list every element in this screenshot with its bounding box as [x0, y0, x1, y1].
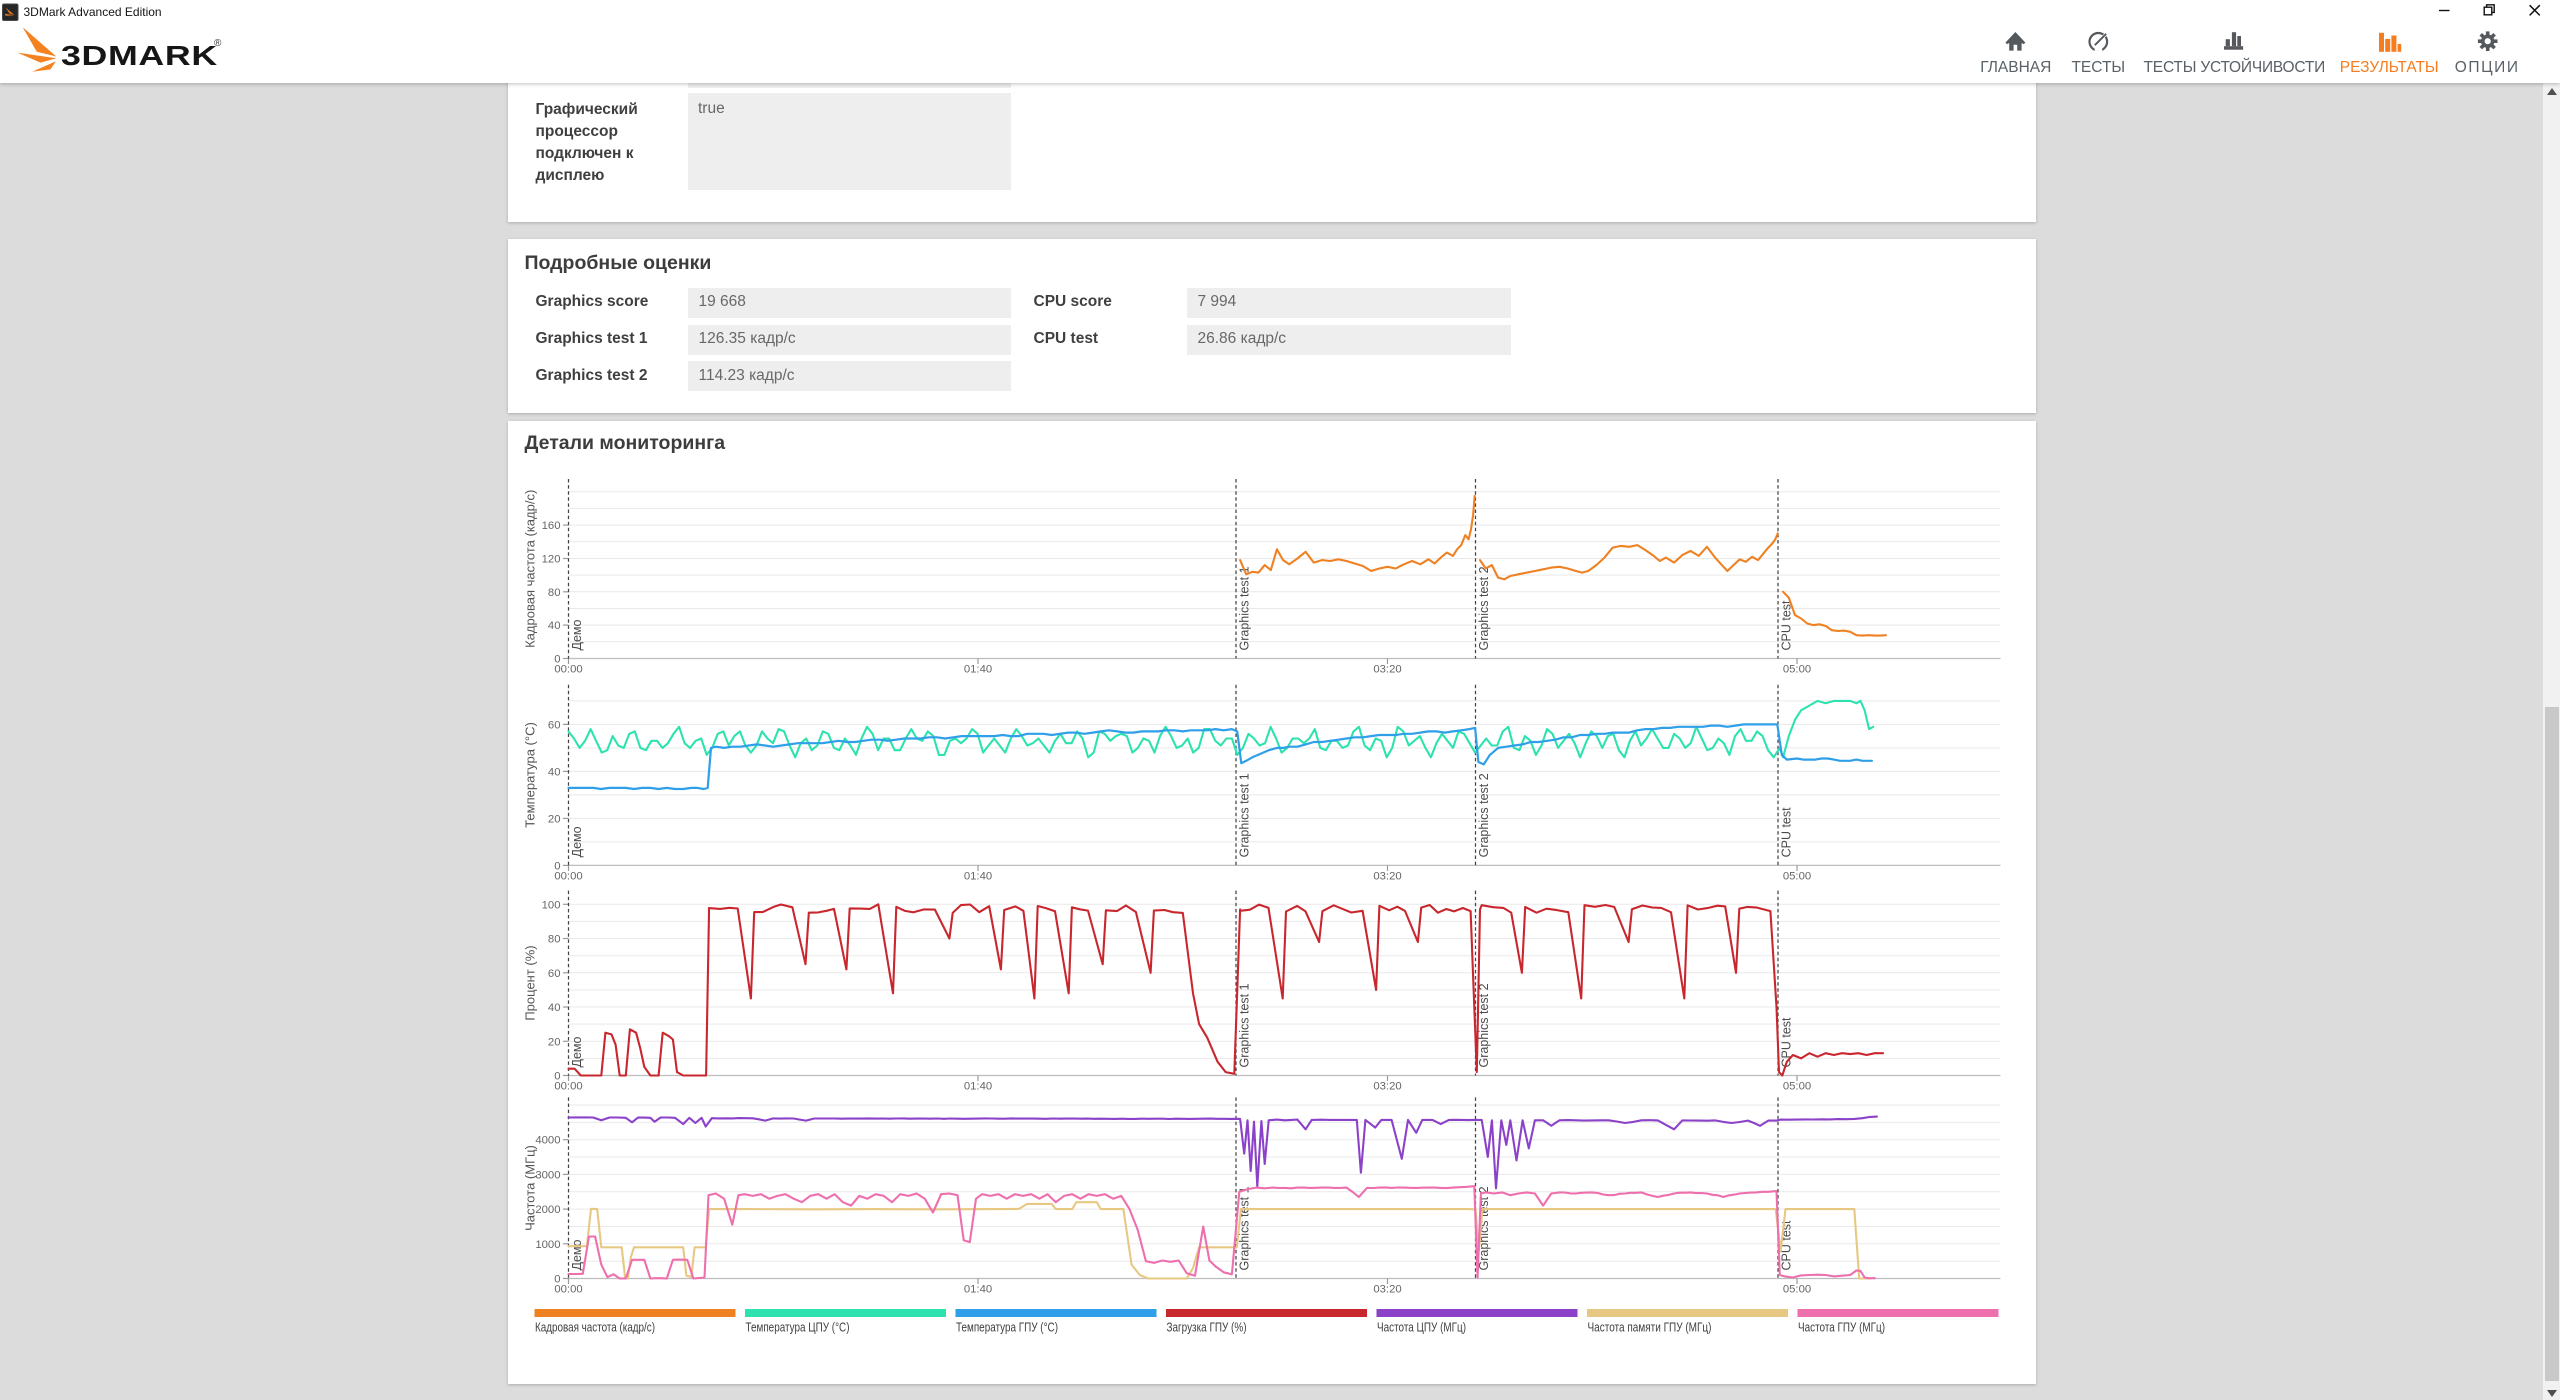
- svg-text:00:00: 00:00: [554, 871, 582, 883]
- svg-text:Кадровая частота (кадр/с): Кадровая частота (кадр/с): [523, 490, 538, 648]
- svg-text:03:20: 03:20: [1373, 871, 1401, 883]
- svg-text:CPU test: CPU test: [1780, 1017, 1794, 1068]
- svg-text:Частота (МГц): Частота (МГц): [523, 1145, 538, 1231]
- svg-text:40: 40: [548, 1002, 561, 1014]
- svg-text:05:00: 05:00: [1783, 664, 1811, 676]
- svg-text:Температура ЦПУ (°C): Температура ЦПУ (°C): [746, 1320, 850, 1335]
- svg-text:Загрузка ГПУ (%): Загрузка ГПУ (%): [1167, 1320, 1247, 1335]
- svg-text:60: 60: [548, 968, 561, 980]
- svg-text:3000: 3000: [535, 1169, 560, 1181]
- svg-text:CPU test: CPU test: [1780, 600, 1794, 651]
- svg-text:120: 120: [542, 554, 561, 566]
- svg-text:Демо: Демо: [570, 1239, 584, 1270]
- svg-text:01:40: 01:40: [964, 1081, 992, 1093]
- svg-text:0: 0: [554, 654, 560, 666]
- svg-text:100: 100: [542, 899, 561, 911]
- svg-text:00:00: 00:00: [554, 664, 582, 676]
- svg-text:05:00: 05:00: [1783, 1081, 1811, 1093]
- svg-text:Кадровая частота (кадр/с): Кадровая частота (кадр/с): [535, 1320, 655, 1335]
- svg-text:160: 160: [542, 520, 561, 532]
- svg-text:20: 20: [548, 813, 561, 825]
- svg-text:Graphics test 1: Graphics test 1: [1238, 983, 1252, 1067]
- svg-text:03:20: 03:20: [1373, 664, 1401, 676]
- svg-text:00:00: 00:00: [554, 1081, 582, 1093]
- svg-text:1000: 1000: [535, 1239, 560, 1251]
- svg-text:Частота ЦПУ (МГц): Частота ЦПУ (МГц): [1377, 1320, 1466, 1335]
- svg-text:Graphics test 1: Graphics test 1: [1238, 773, 1252, 857]
- svg-text:Graphics test 2: Graphics test 2: [1477, 983, 1491, 1067]
- svg-text:40: 40: [548, 620, 561, 632]
- svg-text:Демо: Демо: [570, 1036, 584, 1067]
- svg-text:CPU test: CPU test: [1780, 807, 1794, 858]
- svg-text:03:20: 03:20: [1373, 1081, 1401, 1093]
- svg-text:01:40: 01:40: [964, 664, 992, 676]
- svg-text:03:20: 03:20: [1373, 1284, 1401, 1296]
- svg-text:Частота ГПУ (МГц): Частота ГПУ (МГц): [1798, 1320, 1885, 1335]
- svg-text:05:00: 05:00: [1783, 871, 1811, 883]
- svg-text:0: 0: [554, 1071, 560, 1083]
- svg-text:Частота памяти ГПУ (МГц): Частота памяти ГПУ (МГц): [1588, 1320, 1712, 1335]
- svg-text:0: 0: [554, 1274, 560, 1286]
- svg-text:Температура ГПУ (°C): Температура ГПУ (°C): [956, 1320, 1058, 1335]
- svg-text:Процент (%): Процент (%): [523, 945, 538, 1020]
- svg-text:4000: 4000: [535, 1135, 560, 1147]
- svg-text:20: 20: [548, 1036, 561, 1048]
- svg-text:Graphics test 1: Graphics test 1: [1238, 566, 1252, 650]
- svg-text:Температура (°C): Температура (°C): [523, 722, 538, 828]
- svg-text:Демо: Демо: [570, 826, 584, 857]
- svg-text:Graphics test 2: Graphics test 2: [1477, 773, 1491, 857]
- svg-text:05:00: 05:00: [1783, 1284, 1811, 1296]
- svg-text:2000: 2000: [535, 1204, 560, 1216]
- svg-text:80: 80: [548, 587, 561, 599]
- svg-text:0: 0: [554, 860, 560, 872]
- svg-text:40: 40: [548, 766, 561, 778]
- svg-text:Graphics test 1: Graphics test 1: [1238, 1186, 1252, 1270]
- svg-text:01:40: 01:40: [964, 871, 992, 883]
- svg-text:Демо: Демо: [570, 619, 584, 650]
- svg-text:00:00: 00:00: [554, 1284, 582, 1296]
- svg-text:Graphics test 2: Graphics test 2: [1477, 566, 1491, 650]
- svg-text:01:40: 01:40: [964, 1284, 992, 1296]
- svg-text:60: 60: [548, 719, 561, 731]
- svg-text:80: 80: [548, 934, 561, 946]
